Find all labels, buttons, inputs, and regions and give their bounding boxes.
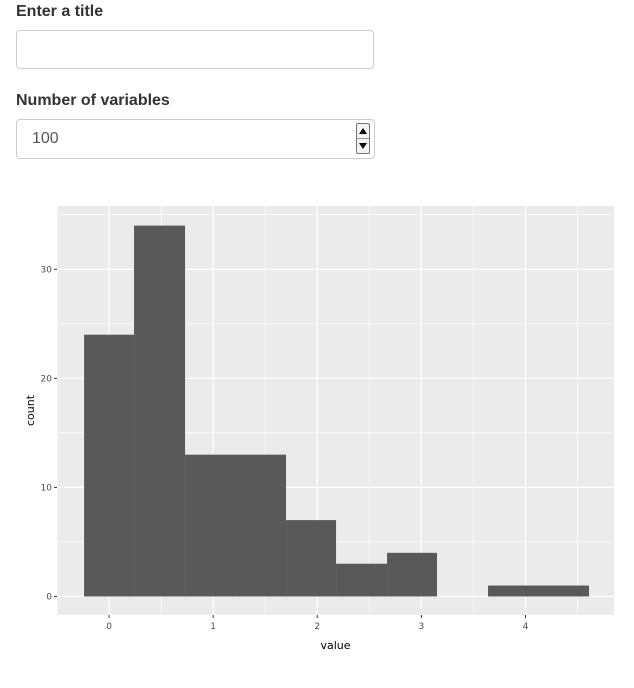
histogram-bar <box>537 585 590 597</box>
x-tick-label: 0 <box>106 622 112 632</box>
y-axis-title: count <box>24 394 37 426</box>
histogram-bar <box>387 552 438 597</box>
histogram-bar <box>185 454 236 597</box>
histogram-bar <box>235 454 287 597</box>
variables-number-input[interactable]: 100 <box>16 119 375 159</box>
x-axis-title: value <box>320 639 350 652</box>
histogram-bar <box>336 563 388 597</box>
y-tick-label: 20 <box>41 374 53 384</box>
number-spinner[interactable] <box>356 123 370 154</box>
spin-down-button[interactable] <box>357 139 369 153</box>
variables-value: 100 <box>32 130 59 147</box>
x-tick-label: 3 <box>419 622 425 632</box>
spin-up-button[interactable] <box>357 124 369 139</box>
variables-label: Number of variables <box>16 92 170 109</box>
y-tick-label: 10 <box>41 483 53 493</box>
y-tick-label: 0 <box>46 592 52 602</box>
title-input[interactable] <box>16 30 374 69</box>
x-tick-label: 4 <box>523 622 529 632</box>
histogram-bar <box>286 520 337 597</box>
histogram-bar <box>84 334 135 597</box>
title-label: Enter a title <box>16 3 104 20</box>
arrow-up-icon <box>359 128 367 134</box>
arrow-down-icon <box>359 143 367 149</box>
histogram-chart: 0 1 2 3 4 0 10 20 30 value count <box>24 206 614 652</box>
y-tick-label: 30 <box>41 265 53 275</box>
histogram-bar <box>488 585 538 597</box>
x-tick-label: 2 <box>314 622 320 632</box>
histogram-bar <box>134 225 186 597</box>
x-tick-label: 1 <box>210 622 216 632</box>
